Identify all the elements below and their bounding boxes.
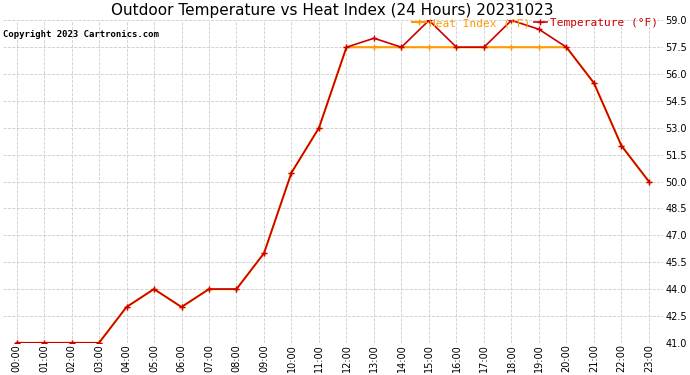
- Legend: Heat Index (°F), Temperature (°F): Heat Index (°F), Temperature (°F): [408, 14, 662, 33]
- Text: Copyright 2023 Cartronics.com: Copyright 2023 Cartronics.com: [3, 30, 159, 39]
- Title: Outdoor Temperature vs Heat Index (24 Hours) 20231023: Outdoor Temperature vs Heat Index (24 Ho…: [112, 3, 554, 18]
